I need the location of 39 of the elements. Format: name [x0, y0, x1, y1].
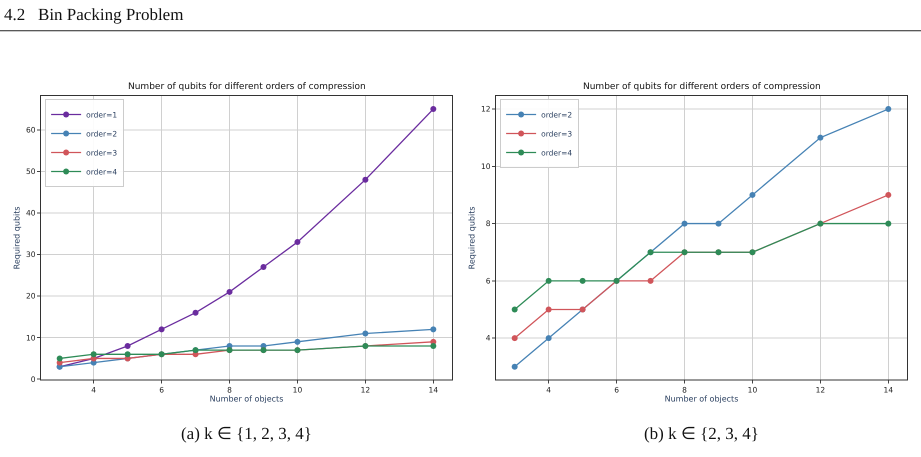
point	[362, 330, 368, 337]
point	[158, 326, 165, 332]
point	[56, 355, 63, 362]
point	[260, 264, 266, 270]
x-axis-title: Number of objects	[210, 394, 284, 404]
point	[885, 220, 892, 227]
chart-title: Number of qubits for different orders of compression	[583, 82, 821, 92]
point	[90, 351, 97, 358]
point	[124, 342, 131, 349]
point	[430, 106, 436, 112]
point	[512, 364, 518, 370]
chart-title: Number of qubits for different orders of compression	[128, 82, 366, 92]
point	[885, 106, 892, 112]
point	[294, 338, 300, 345]
point	[648, 278, 654, 284]
point	[430, 326, 436, 332]
point	[546, 278, 552, 284]
point	[885, 192, 892, 198]
text: 4.2 Bin Packing Problem	[4, 5, 184, 24]
point	[580, 278, 586, 284]
point	[546, 306, 552, 312]
point	[749, 192, 756, 198]
point	[124, 351, 131, 358]
point	[192, 310, 199, 316]
point	[512, 335, 518, 342]
point	[512, 306, 518, 312]
point	[682, 220, 688, 227]
point	[362, 176, 368, 183]
y-axis-title: Required qubits	[468, 206, 477, 270]
text: (a) k ∈ {1, 2, 3, 4}	[181, 424, 312, 443]
point	[430, 342, 436, 349]
text: (b) k ∈ {2, 3, 4}	[644, 424, 759, 443]
point	[817, 134, 824, 141]
point	[294, 239, 300, 246]
x-axis-title: Number of objects	[664, 394, 738, 404]
point	[546, 335, 552, 342]
y-axis-title: Required qubits	[12, 206, 22, 270]
point	[715, 220, 722, 227]
point	[226, 288, 233, 295]
